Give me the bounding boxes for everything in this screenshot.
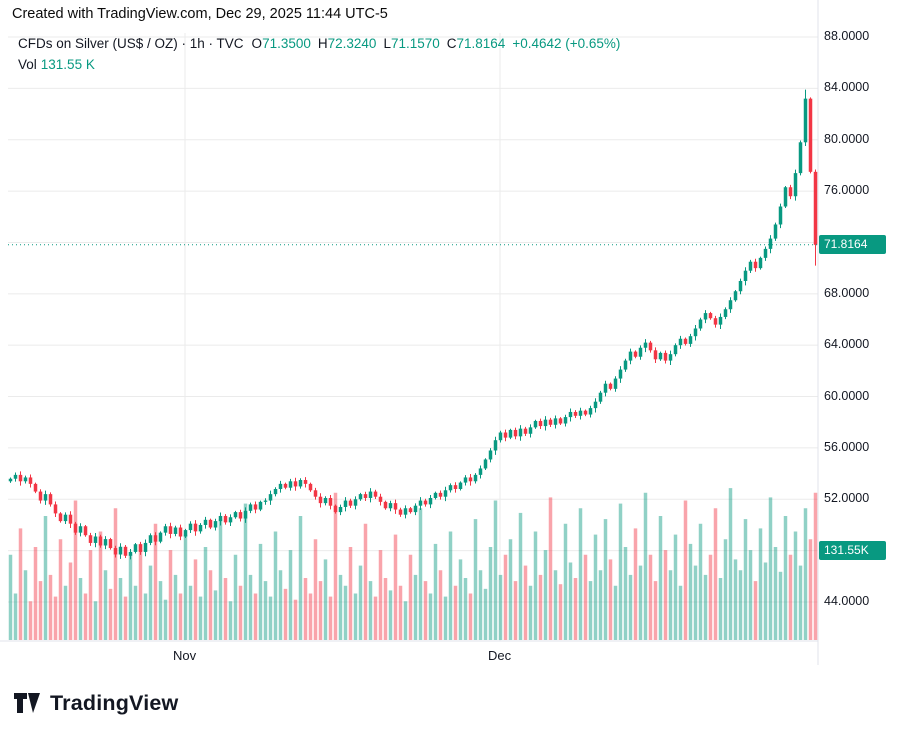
time-axis-label: Nov [173, 648, 197, 663]
volume-legend[interactable]: Vol 131.55 K [18, 57, 95, 72]
tradingview-logo[interactable]: TradingView [13, 690, 178, 716]
price-axis-label: 76.0000 [824, 183, 870, 198]
ohlc-close: C71.8164 [446, 36, 506, 51]
price-axis-label: 88.0000 [824, 29, 870, 43]
ohlc-open: O71.3500 [251, 36, 311, 51]
ohlc-low: L71.1570 [383, 36, 440, 51]
price-axis-label: 56.0000 [824, 439, 870, 454]
time-axis-label: Dec [488, 648, 512, 663]
attribution-text: Created with TradingView.com, Dec 29, 20… [12, 6, 388, 22]
price-axis-label: 80.0000 [824, 131, 870, 146]
current-price-badge: 71.8164 [819, 235, 886, 255]
price-axis-label: 84.0000 [824, 80, 870, 95]
symbol-title: CFDs on Silver (US$ / OZ) · 1h · TVC [18, 36, 244, 51]
chart-legend[interactable]: CFDs on Silver (US$ / OZ) · 1h · TVC O71.… [18, 36, 620, 51]
price-axis-label: 60.0000 [824, 388, 870, 403]
ohlc-high: H72.3240 [317, 36, 377, 51]
price-axis-label: 52.0000 [824, 491, 870, 506]
tradingview-logo-text: TradingView [50, 690, 179, 715]
current-volume-badge: 131.55K [819, 541, 886, 561]
price-axis-label: 68.0000 [824, 285, 870, 300]
price-axis-label: 44.0000 [824, 594, 870, 608]
volume-label: Vol [18, 57, 37, 72]
tradingview-logo-icon [14, 693, 40, 713]
price-change: +0.4642 (+0.65%) [512, 36, 621, 51]
volume-value: 131.55 K [40, 57, 95, 72]
price-axis-label: 64.0000 [824, 337, 870, 352]
